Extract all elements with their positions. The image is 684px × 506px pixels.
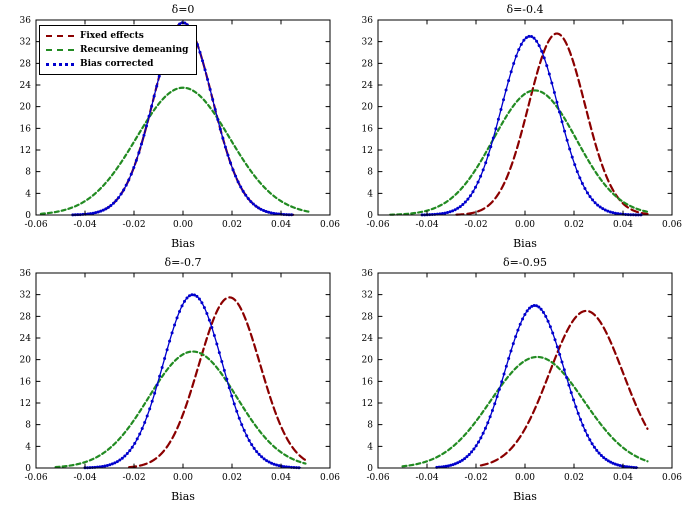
x-axis-label: Bias [171, 237, 195, 250]
x-axis-label: Bias [171, 490, 195, 503]
panel-title: δ=-0.4 [506, 3, 544, 16]
plot-canvas-delta-neg07 [0, 253, 342, 506]
legend-item-bias-corrected: Bias corrected [46, 59, 188, 69]
panel-title: δ=0 [171, 3, 195, 16]
plot-canvas-delta-neg095 [342, 253, 684, 506]
panel-delta-neg07: δ=-0.7 Bias [0, 253, 342, 506]
bias-corrected-line-icon [46, 62, 74, 66]
fixed-effects-line-icon [46, 35, 74, 37]
panel-delta-0: δ=0 Fixed effects Recursive demeaning Bi… [0, 0, 342, 253]
legend-label: Bias corrected [80, 59, 154, 69]
panel-delta-neg095: δ=-0.95 Bias [342, 253, 684, 506]
x-axis-label: Bias [513, 237, 537, 250]
legend-item-recursive-demeaning: Recursive demeaning [46, 45, 188, 55]
x-axis-label: Bias [513, 490, 537, 503]
legend: Fixed effects Recursive demeaning Bias c… [39, 25, 198, 75]
recursive-demeaning-line-icon [46, 49, 74, 51]
legend-label: Recursive demeaning [80, 45, 189, 55]
panel-title: δ=-0.95 [502, 256, 548, 269]
legend-item-fixed-effects: Fixed effects [46, 31, 188, 41]
plot-canvas-delta-neg04 [342, 0, 684, 253]
panel-delta-neg04: δ=-0.4 Bias [342, 0, 684, 253]
legend-label: Fixed effects [80, 31, 144, 41]
panel-title: δ=-0.7 [164, 256, 202, 269]
